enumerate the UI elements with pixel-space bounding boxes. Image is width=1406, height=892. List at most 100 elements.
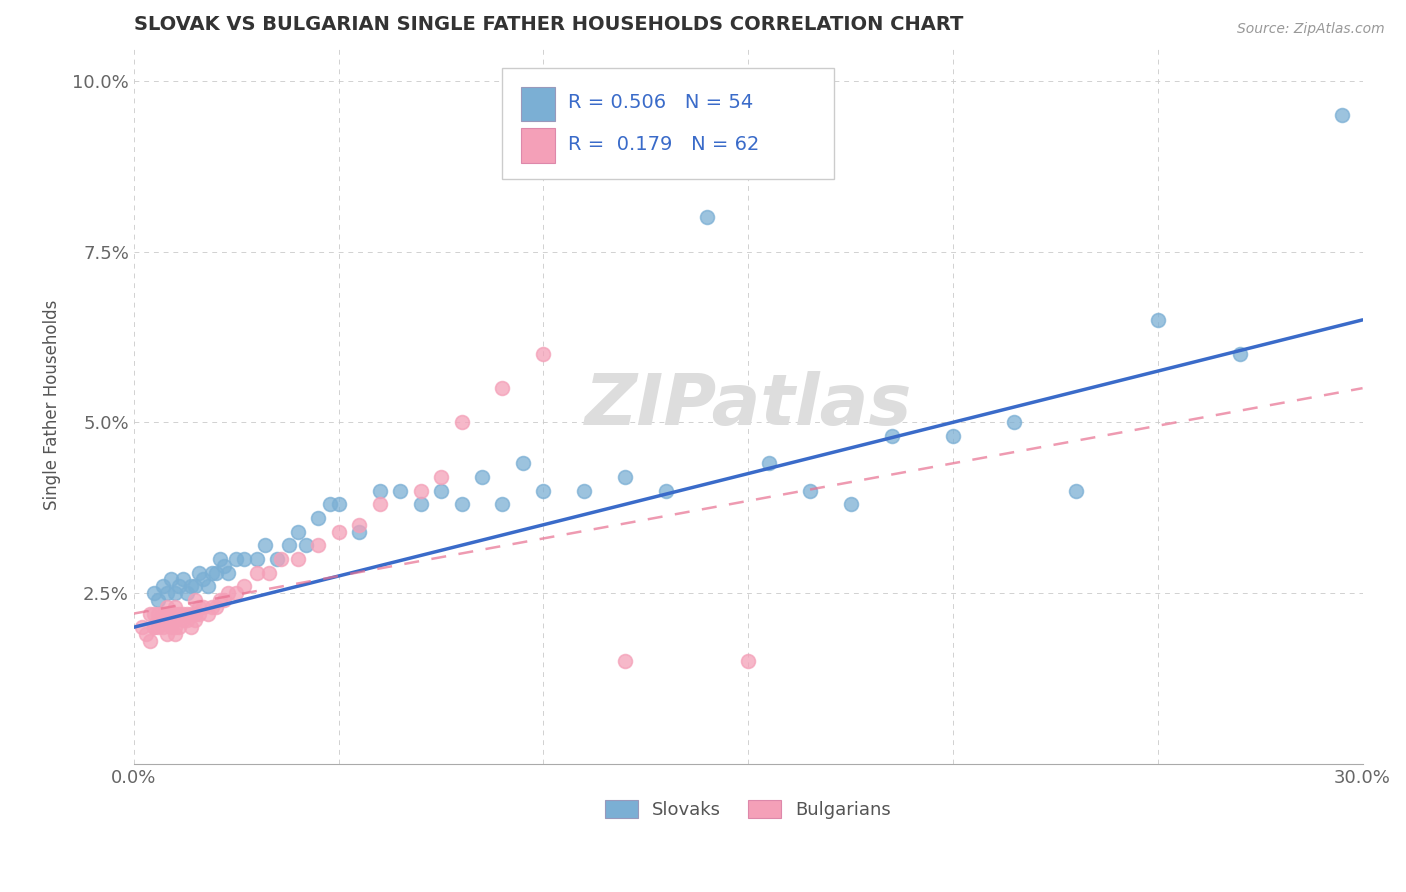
Point xyxy=(172,614,194,628)
Point xyxy=(163,620,186,634)
Point xyxy=(278,538,301,552)
Point xyxy=(1146,313,1168,327)
Point xyxy=(246,552,269,566)
Point xyxy=(574,483,596,498)
Point xyxy=(180,620,202,634)
Point xyxy=(159,614,181,628)
Point xyxy=(471,470,494,484)
Point xyxy=(176,607,198,621)
Point xyxy=(409,483,432,498)
Point xyxy=(176,614,198,628)
Point xyxy=(287,552,309,566)
Point xyxy=(163,586,186,600)
Point xyxy=(799,483,821,498)
Point xyxy=(193,599,215,614)
Point xyxy=(184,579,207,593)
Point xyxy=(491,497,513,511)
Text: ZIPatlas: ZIPatlas xyxy=(585,371,912,440)
Point xyxy=(159,620,181,634)
Point xyxy=(233,579,256,593)
Point xyxy=(163,627,186,641)
Point xyxy=(143,620,166,634)
Point xyxy=(347,524,370,539)
Point xyxy=(148,593,170,607)
Point xyxy=(531,347,554,361)
Point xyxy=(208,593,231,607)
Point xyxy=(152,620,174,634)
Point xyxy=(143,586,166,600)
Point xyxy=(217,586,239,600)
Point xyxy=(155,614,177,628)
Point xyxy=(197,607,219,621)
Point xyxy=(188,599,211,614)
Point xyxy=(531,483,554,498)
Point xyxy=(143,620,166,634)
Point xyxy=(180,579,202,593)
Text: Source: ZipAtlas.com: Source: ZipAtlas.com xyxy=(1237,22,1385,37)
Point xyxy=(368,497,391,511)
Point xyxy=(188,607,211,621)
Point xyxy=(253,538,276,552)
Point xyxy=(148,607,170,621)
Point xyxy=(491,381,513,395)
Point xyxy=(172,573,194,587)
Point xyxy=(450,497,472,511)
Point xyxy=(180,607,202,621)
Point xyxy=(307,511,329,525)
Point xyxy=(148,620,170,634)
Point xyxy=(176,586,198,600)
Point xyxy=(1064,483,1087,498)
Point xyxy=(614,654,637,668)
Point xyxy=(172,607,194,621)
Point xyxy=(135,627,157,641)
Point xyxy=(217,566,239,580)
Point xyxy=(152,579,174,593)
Point xyxy=(246,566,269,580)
FancyBboxPatch shape xyxy=(520,87,555,121)
Point xyxy=(257,566,280,580)
Point xyxy=(758,456,780,470)
Point xyxy=(880,429,903,443)
Point xyxy=(163,607,186,621)
Point xyxy=(155,627,177,641)
Point xyxy=(347,517,370,532)
Point xyxy=(197,579,219,593)
Point xyxy=(430,483,453,498)
Point xyxy=(319,497,342,511)
Point xyxy=(139,607,162,621)
Point xyxy=(212,593,235,607)
Point xyxy=(139,633,162,648)
Text: R =  0.179   N = 62: R = 0.179 N = 62 xyxy=(568,135,759,153)
Point xyxy=(225,586,247,600)
Point xyxy=(270,552,292,566)
Point xyxy=(233,552,256,566)
Point xyxy=(1331,108,1354,122)
Point xyxy=(167,607,190,621)
Point xyxy=(204,566,226,580)
Point xyxy=(184,593,207,607)
Point xyxy=(193,573,215,587)
Point xyxy=(184,607,207,621)
Point xyxy=(655,483,678,498)
Point xyxy=(167,579,190,593)
Point xyxy=(155,586,177,600)
Point xyxy=(614,470,637,484)
Point xyxy=(328,524,350,539)
Point xyxy=(389,483,412,498)
Point xyxy=(155,599,177,614)
Point xyxy=(163,614,186,628)
Point xyxy=(152,614,174,628)
Point xyxy=(225,552,247,566)
Point xyxy=(839,497,862,511)
Text: R = 0.506   N = 54: R = 0.506 N = 54 xyxy=(568,93,752,112)
Legend: Slovaks, Bulgarians: Slovaks, Bulgarians xyxy=(598,793,898,827)
Point xyxy=(942,429,965,443)
Point xyxy=(167,620,190,634)
Point xyxy=(148,614,170,628)
Point xyxy=(212,558,235,573)
Point xyxy=(328,497,350,511)
Text: SLOVAK VS BULGARIAN SINGLE FATHER HOUSEHOLDS CORRELATION CHART: SLOVAK VS BULGARIAN SINGLE FATHER HOUSEH… xyxy=(134,15,963,34)
Point xyxy=(159,573,181,587)
Point xyxy=(208,552,231,566)
Point xyxy=(287,524,309,539)
